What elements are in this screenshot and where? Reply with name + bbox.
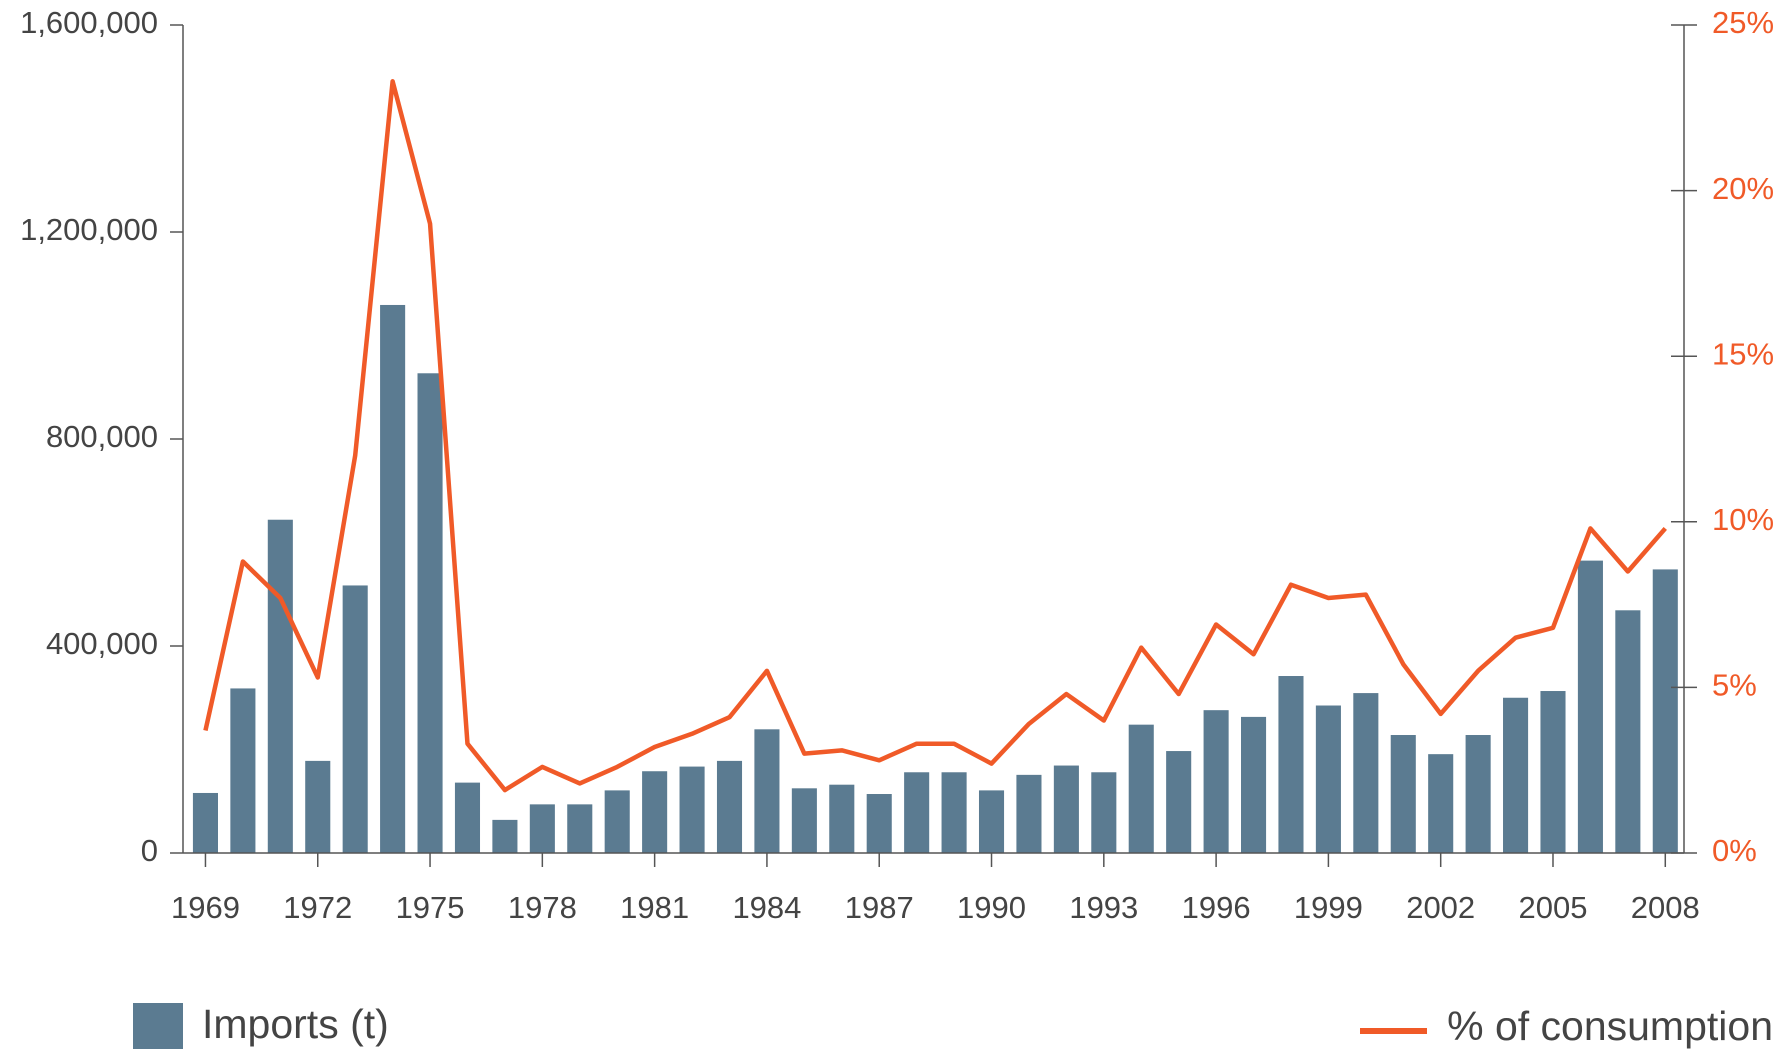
bar	[342, 585, 368, 853]
x-tick-label: 2005	[1519, 890, 1588, 925]
x-tick-label: 1978	[508, 890, 577, 925]
x-tick-label: 1990	[957, 890, 1026, 925]
bar	[941, 772, 967, 853]
bar	[1016, 774, 1042, 853]
y-tick-label: 400,000	[46, 626, 158, 661]
bar	[1315, 705, 1341, 853]
bar	[866, 794, 892, 853]
legend-swatch	[133, 1003, 183, 1049]
bar	[305, 760, 331, 853]
line	[203, 79, 1667, 793]
bar	[1128, 724, 1154, 853]
bar	[454, 782, 481, 853]
y-tick-label: 800,000	[46, 419, 158, 454]
bar	[791, 788, 817, 853]
x-tick-label: 1996	[1182, 890, 1251, 925]
x-tick-label: 1975	[396, 890, 465, 925]
x-tick-label: 2008	[1631, 890, 1700, 925]
bar	[1353, 693, 1379, 853]
x-tick-label: 1984	[732, 890, 801, 925]
y2-tick-label: 25%	[1712, 5, 1774, 40]
bar	[1465, 735, 1491, 853]
x-tick-label: 2002	[1406, 890, 1475, 925]
bar	[192, 792, 218, 853]
x-tick-label: 1993	[1069, 890, 1138, 925]
bar	[716, 760, 743, 853]
y2-tick-label: 10%	[1712, 502, 1774, 537]
bar	[1503, 697, 1529, 853]
bar	[1240, 716, 1267, 853]
bar	[1203, 710, 1229, 853]
legend-label: Imports (t)	[202, 1001, 389, 1047]
bar	[417, 373, 443, 853]
bar	[829, 784, 855, 853]
y2-tick-label: 15%	[1712, 336, 1774, 371]
y-tick-label: 0	[141, 833, 158, 868]
bar	[1615, 610, 1641, 853]
bar	[904, 772, 930, 853]
bar	[230, 688, 256, 853]
bar	[1166, 751, 1192, 853]
bar	[1652, 569, 1678, 853]
bar	[1540, 691, 1566, 853]
x-tick-label: 1969	[171, 890, 240, 925]
bar	[754, 729, 780, 853]
bar	[380, 304, 406, 853]
bar	[492, 819, 518, 853]
y2-tick-label: 20%	[1712, 171, 1774, 206]
bar	[567, 804, 593, 853]
bar	[1053, 765, 1079, 853]
bar	[679, 766, 705, 853]
bar	[642, 771, 668, 853]
y2-tick-label: 5%	[1712, 668, 1757, 703]
y2-tick-label: 0%	[1712, 833, 1757, 868]
bar	[1428, 754, 1454, 853]
bar	[1390, 735, 1416, 853]
bar	[1577, 560, 1603, 853]
y-tick-label: 1,600,000	[20, 5, 158, 40]
bar	[978, 790, 1005, 853]
bar	[1091, 772, 1117, 853]
y-tick-label: 1,200,000	[20, 212, 158, 247]
x-tick-label: 1981	[620, 890, 689, 925]
bar	[1278, 676, 1304, 853]
legend-label: % of consumption	[1447, 1003, 1773, 1049]
bar	[267, 519, 293, 853]
x-tick-label: 1987	[845, 890, 914, 925]
bar	[604, 790, 630, 853]
x-tick-label: 1999	[1294, 890, 1363, 925]
bar	[529, 804, 555, 853]
x-tick-label: 1972	[283, 890, 352, 925]
